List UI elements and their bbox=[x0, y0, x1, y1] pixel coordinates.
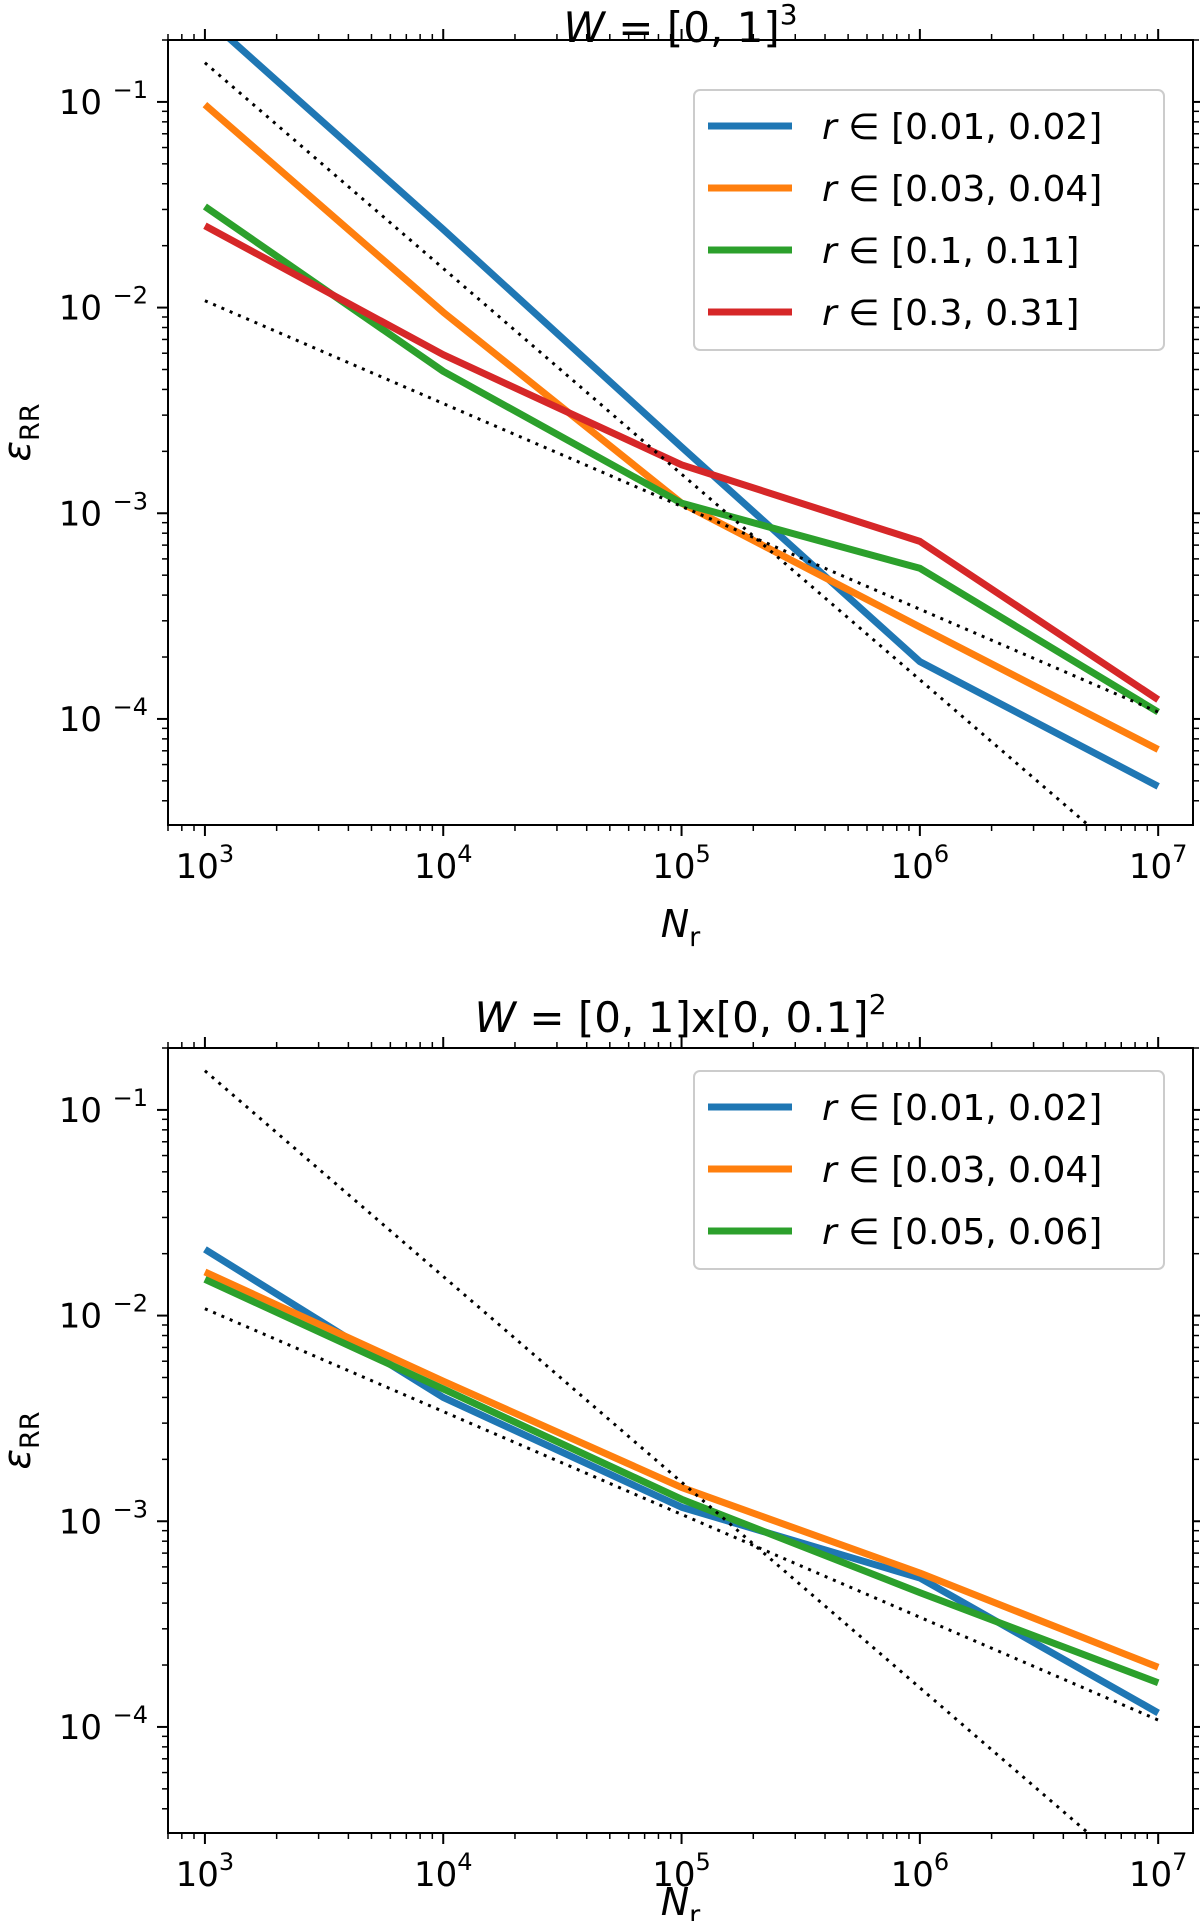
legend-label-2: r ∈ [0.03, 0.04] bbox=[822, 1150, 1102, 1191]
series-line-1 bbox=[203, 1246, 1160, 1716]
legend-label-1: r ∈ [0.01, 0.02] bbox=[822, 107, 1102, 148]
x-tick-label: 104 bbox=[414, 840, 473, 887]
y-tick-label: 10 −2 bbox=[59, 1290, 148, 1337]
series-line-2 bbox=[203, 1268, 1160, 1671]
series-line-3 bbox=[202, 203, 1160, 716]
x-axis-label: Nr bbox=[661, 902, 701, 953]
reference-line-2 bbox=[204, 299, 1159, 714]
legend-label-1: r ∈ [0.01, 0.02] bbox=[822, 1088, 1102, 1129]
legend-label-3: r ∈ [0.05, 0.06] bbox=[822, 1212, 1102, 1253]
legend-label-3: r ∈ [0.1, 0.11] bbox=[822, 231, 1079, 272]
series-line-4 bbox=[203, 222, 1161, 703]
plot-area bbox=[202, 40, 1161, 825]
x-tick-label: 105 bbox=[652, 840, 711, 887]
x-tick-label: 103 bbox=[176, 1848, 235, 1895]
x-tick-label: 106 bbox=[891, 840, 950, 887]
y-tick-label: 10 −1 bbox=[59, 76, 148, 123]
x-axis-label: Nr bbox=[661, 1880, 701, 1921]
legend: r ∈ [0.01, 0.02] r ∈ [0.03, 0.04] r ∈ [0.1… bbox=[693, 89, 1165, 351]
x-tick-label: 106 bbox=[891, 1848, 950, 1895]
y-tick-label: 10 −4 bbox=[59, 1701, 148, 1748]
chart-title: W = [0, 1]x[0, 0.1]2 bbox=[474, 988, 886, 1042]
x-tick-label: 107 bbox=[1129, 840, 1188, 887]
chart-panel-2: 103 104 105 106 107 10−1 10−2 10−3 10 −4 W = [0, 1… bbox=[0, 988, 1200, 1921]
y-axis-label: εRR bbox=[0, 403, 46, 461]
chart-panel-1: 103 104 105 106 107 10−1 10−2 10−3 10 −4 W = [0, 1… bbox=[0, 0, 1200, 953]
axes-frame bbox=[167, 39, 1194, 826]
x-tick-label: 103 bbox=[176, 840, 235, 887]
plot-area bbox=[203, 1069, 1160, 1833]
legend-frame bbox=[693, 1070, 1165, 1270]
reference-line-1 bbox=[203, 1069, 1091, 1833]
x-tick-label: 105 bbox=[652, 1848, 711, 1895]
legend: r ∈ [0.01, 0.02] r ∈ [0.03, 0.04] r ∈ [0.0… bbox=[693, 1070, 1165, 1270]
y-tick-label: 10 −3 bbox=[59, 487, 148, 534]
legend-label-2: r ∈ [0.03, 0.04] bbox=[822, 169, 1102, 210]
y-tick-label: 10 −4 bbox=[59, 693, 148, 740]
reference-line-2 bbox=[204, 1307, 1159, 1722]
y-tick-label: 10 −3 bbox=[59, 1495, 148, 1542]
legend-frame bbox=[693, 89, 1165, 351]
axes-frame bbox=[167, 1047, 1194, 1834]
x-tick-label: 107 bbox=[1129, 1848, 1188, 1895]
series-line-1 bbox=[225, 40, 1160, 790]
chart-title: W = [0, 1]3 bbox=[563, 0, 797, 52]
legend-label-4: r ∈ [0.3, 0.31] bbox=[822, 293, 1079, 334]
y-tick-label: 10 −2 bbox=[59, 282, 148, 329]
series-line-3 bbox=[203, 1276, 1160, 1687]
reference-line-1 bbox=[203, 61, 1091, 825]
y-axis-label: εRR bbox=[0, 1411, 46, 1469]
y-tick-label: 10 −1 bbox=[59, 1084, 148, 1131]
x-tick-label: 104 bbox=[414, 1848, 473, 1895]
